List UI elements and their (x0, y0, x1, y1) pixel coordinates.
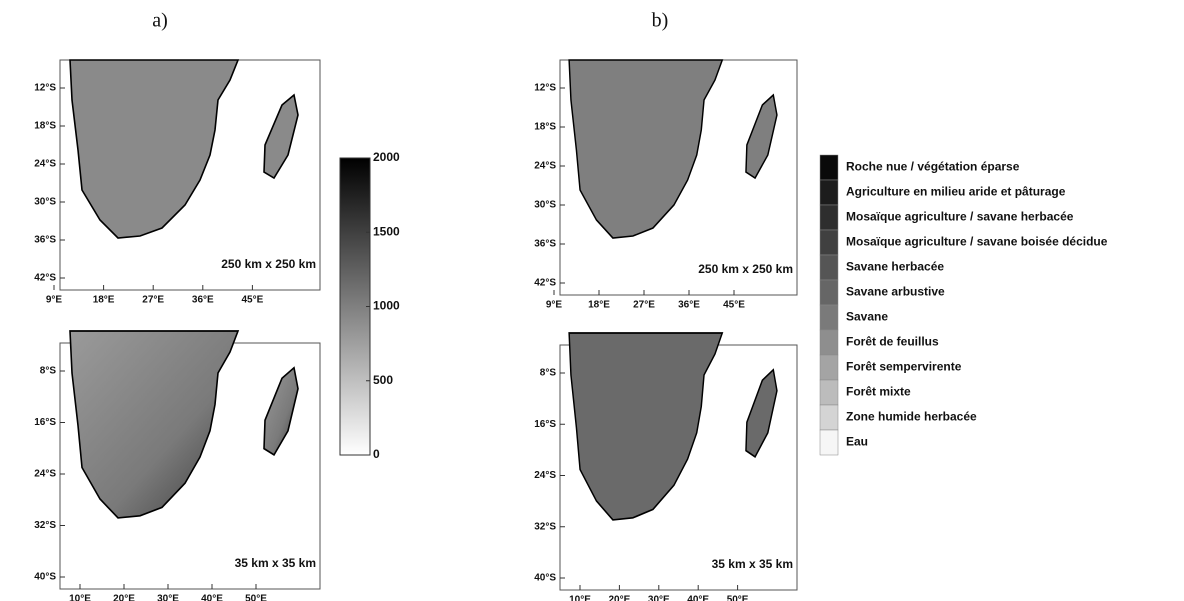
legend-swatch (820, 205, 838, 230)
y-tick-label: 16°S (534, 419, 556, 430)
panel-label: b) (652, 10, 669, 32)
colorbar (340, 158, 370, 455)
resolution-label: 35 km x 35 km (235, 556, 316, 570)
y-tick-label: 36°S (34, 235, 56, 246)
legend-label: Forêt mixte (846, 385, 911, 399)
x-tick-label: 20°E (609, 595, 631, 601)
legend-swatch (820, 180, 838, 205)
y-tick-label: 8°S (540, 368, 557, 379)
resolution-label: 250 km x 250 km (698, 262, 793, 276)
x-tick-label: 27°E (142, 295, 164, 306)
x-tick-label: 18°E (93, 295, 115, 306)
x-tick-label: 36°E (678, 300, 700, 311)
x-tick-label: 45°E (242, 295, 264, 306)
x-tick-label: 10°E (569, 595, 591, 601)
x-tick-label: 40°E (687, 595, 709, 601)
y-tick-label: 30°S (534, 200, 556, 211)
resolution-label: 250 km x 250 km (221, 257, 316, 271)
y-tick-label: 18°S (34, 121, 56, 132)
legend-swatch (820, 280, 838, 305)
y-tick-label: 24°S (34, 159, 56, 170)
x-tick-label: 30°E (157, 594, 179, 601)
y-tick-label: 16°S (34, 417, 56, 428)
x-tick-label: 30°E (648, 595, 670, 601)
colorbar-tick-label: 2000 (373, 150, 400, 164)
legend-swatch (820, 430, 838, 455)
legend-label: Roche nue / végétation éparse (846, 160, 1020, 174)
resolution-label: 35 km x 35 km (712, 557, 793, 571)
y-tick-label: 32°S (534, 521, 556, 532)
x-tick-label: 9°E (46, 295, 63, 306)
x-tick-label: 10°E (69, 594, 91, 601)
y-tick-label: 18°S (534, 122, 556, 133)
y-tick-label: 8°S (40, 366, 57, 377)
y-tick-label: 30°S (34, 197, 56, 208)
colorbar-tick-label: 1500 (373, 224, 400, 238)
colorbar-tick-label: 500 (373, 373, 393, 387)
colorbar-tick-label: 0 (373, 447, 380, 461)
y-tick-label: 42°S (34, 273, 56, 284)
x-tick-label: 20°E (113, 594, 135, 601)
x-tick-label: 50°E (245, 594, 267, 601)
x-tick-label: 27°E (633, 300, 655, 311)
x-tick-label: 40°E (201, 594, 223, 601)
y-tick-label: 40°S (534, 573, 556, 584)
legend-label: Savane (846, 310, 888, 324)
y-tick-label: 42°S (534, 278, 556, 289)
legend-label: Agriculture en milieu aride et pâturage (846, 185, 1066, 199)
legend-swatch (820, 355, 838, 380)
y-tick-label: 12°S (34, 83, 56, 94)
y-tick-label: 12°S (534, 83, 556, 94)
legend-label: Savane herbacée (846, 260, 944, 274)
legend-label: Savane arbustive (846, 285, 945, 299)
y-tick-label: 24°S (34, 469, 56, 480)
legend-swatch (820, 230, 838, 255)
x-tick-label: 45°E (723, 300, 745, 311)
legend-label: Forêt de feuillus (846, 335, 939, 349)
legend-label: Mosaïque agriculture / savane herbacée (846, 210, 1074, 224)
legend-swatch (820, 255, 838, 280)
x-tick-label: 50°E (727, 595, 749, 601)
y-tick-label: 40°S (34, 572, 56, 583)
legend-label: Zone humide herbacée (846, 410, 977, 424)
legend-label: Mosaïque agriculture / savane boisée déc… (846, 235, 1108, 249)
panel-label: a) (152, 10, 168, 32)
legend-swatch (820, 330, 838, 355)
y-tick-label: 32°S (34, 520, 56, 531)
x-tick-label: 18°E (588, 300, 610, 311)
legend-swatch (820, 155, 838, 180)
legend-swatch (820, 305, 838, 330)
figure: a) 12°S 18°S 24°S 30°S 36°S 42°S 9°E 18°E 27°E 36°… (0, 0, 1184, 601)
y-tick-label: 36°S (534, 239, 556, 250)
legend-swatch (820, 405, 838, 430)
x-tick-label: 36°E (192, 295, 214, 306)
legend-swatch (820, 380, 838, 405)
colorbar-tick-label: 1000 (373, 299, 400, 313)
legend-label: Eau (846, 435, 868, 449)
legend-label: Forêt sempervirente (846, 360, 962, 374)
y-tick-label: 24°S (534, 470, 556, 481)
y-tick-label: 24°S (534, 161, 556, 172)
x-tick-label: 9°E (546, 300, 563, 311)
